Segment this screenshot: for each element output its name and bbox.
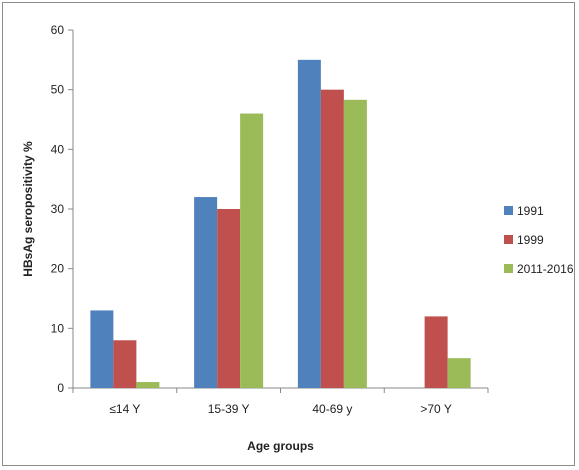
x-tick-label: ≤14 Y <box>109 402 140 416</box>
y-tick-label: 60 <box>51 23 65 37</box>
legend-swatch <box>504 235 513 244</box>
y-axis-title: HBsAg seropositivity % <box>21 141 35 277</box>
bar-chart: 0 10 20 30 40 50 60 ≤14 Y 15-39 Y 40-69 y >70 Y H… <box>21 23 574 453</box>
bar-1991-3 <box>297 59 321 388</box>
bar-2011-2016-2 <box>240 113 264 389</box>
legend-label: 1991 <box>517 204 544 218</box>
y-tick-label: 30 <box>51 202 65 216</box>
legend-swatch <box>504 264 513 273</box>
y-tick-label: 50 <box>51 83 65 97</box>
bar-2011-2016-1 <box>136 382 160 388</box>
bar-1991-2 <box>194 197 218 388</box>
x-axis-ticks: ≤14 Y 15-39 Y 40-69 y >70 Y <box>72 388 489 416</box>
y-tick-label: 0 <box>57 381 64 395</box>
bar-1999-1 <box>113 340 137 388</box>
x-tick-label: 15-39 Y <box>208 402 250 416</box>
legend-label: 1999 <box>517 233 544 247</box>
y-tick-label: 40 <box>51 142 65 156</box>
x-axis-title: Age groups <box>247 439 314 453</box>
bar-1999-3 <box>320 89 344 389</box>
legend: 1991 1999 2011-2016 <box>504 204 574 276</box>
bar-1991-1 <box>90 310 114 388</box>
y-axis-ticks: 0 10 20 30 40 50 60 <box>51 23 73 395</box>
bars <box>90 59 471 389</box>
x-tick-label: 40-69 y <box>312 402 352 416</box>
y-tick-label: 10 <box>51 321 65 335</box>
legend-swatch <box>504 206 513 215</box>
bar-2011-2016-3 <box>343 99 367 388</box>
bar-1999-2 <box>217 209 241 388</box>
bar-1999-4 <box>424 316 448 388</box>
x-tick-label: >70 Y <box>420 402 451 416</box>
legend-label: 2011-2016 <box>517 262 574 276</box>
bar-2011-2016-4 <box>447 358 471 388</box>
chart-frame: 0 10 20 30 40 50 60 ≤14 Y 15-39 Y 40-69 y >70 Y H… <box>2 2 575 466</box>
y-tick-label: 20 <box>51 262 65 276</box>
